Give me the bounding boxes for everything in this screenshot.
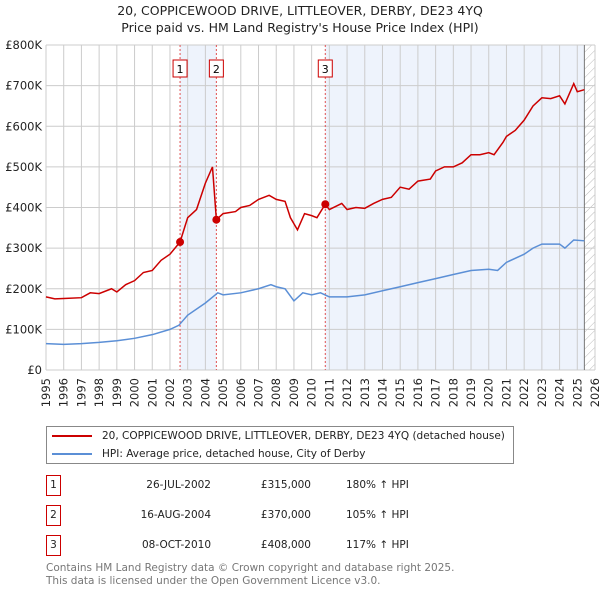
x-tick-label: 1995 [39, 378, 53, 407]
x-tick-label: 2018 [446, 378, 460, 407]
red-line-swatch [52, 435, 92, 437]
x-tick-label: 2000 [128, 378, 142, 407]
sale-date: 08-OCT-2010 [142, 539, 211, 551]
x-tick-label: 2008 [269, 378, 283, 407]
x-tick-label: 2025 [570, 378, 584, 407]
sale-point [321, 200, 330, 209]
x-tick-label: 2020 [482, 378, 496, 407]
copyright-text: Contains HM Land Registry data © Crown c… [46, 562, 455, 574]
y-tick-label: £100K [5, 322, 42, 336]
y-tick-label: £0 [27, 363, 42, 377]
series-line [45, 239, 585, 346]
subtitle-line: Price paid vs. HM Land Registry's House … [121, 20, 479, 35]
sale-price: £315,000 [260, 479, 311, 491]
x-tick-label: 2022 [517, 378, 531, 407]
x-tick-label: 2026 [588, 378, 600, 407]
series-line [45, 81, 585, 300]
legend: 20, COPPICEWOOD DRIVE, LITTLEOVER, DERBY… [46, 426, 514, 464]
y-tick-label: £200K [5, 282, 42, 296]
sale-marker-badge [208, 59, 224, 78]
sale-point [212, 215, 221, 224]
x-tick-label: 2006 [234, 378, 248, 407]
sale-price: £370,000 [260, 509, 311, 521]
title-line: 20, COPPICEWOOD DRIVE, LITTLEOVER, DERBY… [117, 3, 483, 18]
legend-label: HPI: Average price, detached house, City… [102, 448, 366, 460]
sale-hpi-change: 117% ↑ HPI [346, 539, 409, 551]
x-tick-label: 2002 [163, 378, 177, 407]
footer: Contains HM Land Registry data © Crown c… [46, 562, 454, 587]
x-tick-label: 1999 [110, 378, 124, 407]
x-tick-label: 2023 [535, 378, 549, 407]
y-tick-label: £500K [5, 160, 42, 174]
y-tick-label: £800K [5, 38, 42, 52]
price-chart: £0 £100K £200K £300K £400K £500K £600K £700K £80… [5, 38, 600, 407]
x-tick-label: 2021 [499, 378, 513, 407]
legend-item-property: 20, COPPICEWOOD DRIVE, LITTLEOVER, DERBY… [52, 428, 505, 444]
x-tick-label: 2005 [216, 378, 230, 407]
x-tick-label: 2003 [181, 378, 195, 407]
legend-item-hpi: HPI: Average price, detached house, City… [52, 446, 365, 462]
chart-title: 20, COPPICEWOOD DRIVE, LITTLEOVER, DERBY… [0, 2, 600, 36]
sale-hpi-change: 105% ↑ HPI [346, 509, 409, 521]
y-tick-label: £700K [5, 79, 42, 93]
x-tick-label: 2019 [464, 378, 478, 407]
blue-line-swatch [52, 453, 92, 455]
sale-number-badge: 3 [46, 535, 61, 556]
legend-label: 20, COPPICEWOOD DRIVE, LITTLEOVER, DERBY… [102, 430, 505, 442]
x-tick-label: 2013 [358, 378, 372, 407]
sale-price: £408,000 [260, 539, 311, 551]
x-tick-label: 2010 [305, 378, 319, 407]
sale-number-badge: 1 [46, 475, 61, 496]
sale-marker-number: 3 [322, 63, 329, 76]
x-tick-label: 2004 [198, 378, 212, 407]
x-tick-label: 2007 [252, 378, 266, 407]
x-tick-label: 2009 [287, 378, 301, 407]
sale-date: 16-AUG-2004 [140, 509, 211, 521]
y-tick-label: £300K [5, 241, 42, 255]
sale-number-badge: 2 [46, 505, 61, 526]
x-tick-label: 1997 [74, 378, 88, 407]
y-tick-label: £600K [5, 119, 42, 133]
sale-marker-badge [172, 59, 188, 78]
sale-marker-number: 1 [177, 63, 184, 76]
x-tick-label: 2024 [553, 378, 567, 407]
sale-date: 26-JUL-2002 [146, 479, 211, 491]
x-tick-label: 2014 [375, 378, 389, 407]
sale-marker-number: 2 [213, 63, 220, 76]
x-tick-label: 2011 [322, 378, 336, 407]
x-tick-label: 1998 [92, 378, 106, 407]
x-tick-label: 1996 [57, 378, 71, 407]
licence-text: This data is licensed under the Open Gov… [46, 574, 381, 587]
x-tick-label: 2016 [411, 378, 425, 407]
x-tick-label: 2012 [340, 378, 354, 407]
sale-marker-badge [317, 59, 333, 78]
y-tick-label: £400K [5, 201, 42, 215]
x-tick-label: 2001 [145, 378, 159, 407]
sale-hpi-change: 180% ↑ HPI [346, 479, 409, 491]
x-tick-label: 2017 [429, 378, 443, 407]
sale-point [176, 238, 185, 247]
x-tick-label: 2015 [393, 378, 407, 407]
